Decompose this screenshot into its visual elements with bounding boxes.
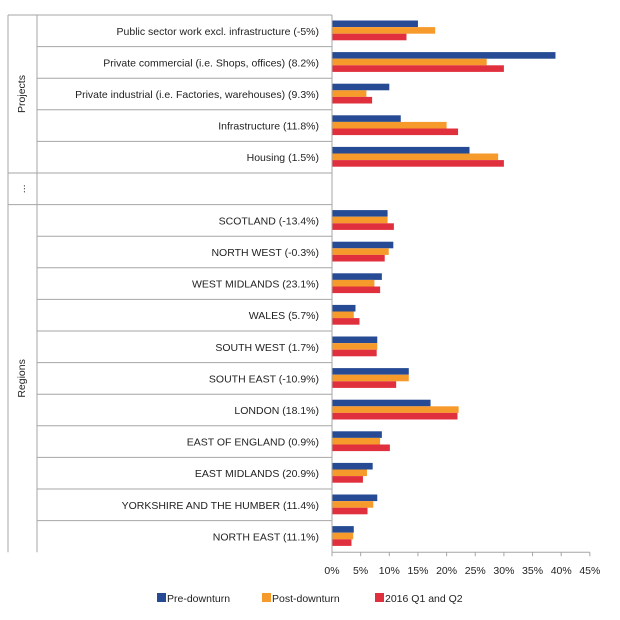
- category-label: YORKSHIRE AND THE HUMBER (11.4%): [122, 500, 319, 512]
- category-label: WALES (5.7%): [249, 310, 319, 322]
- bar: [332, 128, 459, 136]
- legend-swatch: [157, 593, 166, 602]
- bar: [332, 241, 394, 249]
- bar: [332, 279, 375, 287]
- x-tick-label: 15%: [407, 565, 428, 577]
- bar: [332, 210, 388, 217]
- bar: [332, 336, 378, 344]
- bar: [332, 254, 385, 262]
- bar: [332, 343, 378, 350]
- bar: [332, 526, 354, 533]
- bar: [332, 146, 470, 154]
- group-label: Projects: [16, 75, 28, 113]
- bar: [332, 52, 556, 59]
- legend-label: Pre-downturn: [167, 593, 230, 605]
- category-label: Public sector work excl. infrastructure …: [117, 26, 319, 38]
- x-tick-label: 35%: [522, 565, 543, 577]
- group-label: Regions: [16, 359, 28, 398]
- bar: [332, 374, 409, 382]
- bar: [332, 115, 401, 122]
- bar: [332, 494, 378, 502]
- bar: [332, 160, 504, 167]
- bar: [332, 501, 374, 508]
- bar: [332, 539, 352, 546]
- category-label: WEST MIDLANDS (23.1%): [192, 279, 319, 291]
- x-tick-label: 20%: [436, 565, 457, 577]
- bar: [332, 65, 504, 72]
- bar: [332, 437, 381, 445]
- x-tick-label: 10%: [379, 565, 400, 577]
- legend-swatch: [262, 593, 271, 602]
- category-label: NORTH WEST (-0.3%): [211, 247, 319, 259]
- x-tick-label: 30%: [493, 565, 514, 577]
- bar: [332, 121, 447, 129]
- x-tick-label: 40%: [551, 565, 572, 577]
- x-tick-label: 25%: [465, 565, 486, 577]
- group-label: ...: [16, 184, 28, 193]
- category-label: SOUTH WEST (1.7%): [215, 342, 319, 354]
- category-label: SCOTLAND (-13.4%): [219, 215, 319, 227]
- category-label: EAST MIDLANDS (20.9%): [195, 468, 319, 480]
- bar: [332, 381, 397, 388]
- bar: [332, 349, 377, 357]
- bar: [332, 216, 388, 224]
- bar: [332, 311, 354, 319]
- bar: [332, 96, 373, 104]
- category-label: Infrastructure (11.8%): [218, 121, 319, 133]
- bar: [332, 33, 407, 41]
- bar: [332, 58, 487, 66]
- bar: [332, 476, 363, 483]
- bar: [332, 90, 367, 97]
- category-label: Private industrial (i.e. Factories, ware…: [75, 89, 319, 101]
- legend-label: 2016 Q1 and Q2: [385, 593, 463, 605]
- x-tick-label: 45%: [579, 565, 600, 577]
- bar: [332, 462, 373, 470]
- category-label: EAST OF ENGLAND (0.9%): [187, 437, 319, 449]
- bar: [332, 399, 431, 407]
- bar: [332, 27, 436, 34]
- bar: [332, 368, 409, 375]
- bar: [332, 304, 356, 312]
- bar: [332, 83, 390, 91]
- x-tick-label: 0%: [324, 565, 339, 577]
- bar: [332, 286, 381, 294]
- bar: [332, 20, 418, 28]
- bar: [332, 532, 354, 540]
- x-tick-label: 5%: [353, 565, 368, 577]
- category-label: LONDON (18.1%): [234, 405, 319, 417]
- category-label: SOUTH EAST (-10.9%): [209, 373, 319, 385]
- legend-swatch: [375, 593, 384, 602]
- bar: [332, 412, 458, 420]
- category-label: Private commercial (i.e. Shops, offices)…: [103, 57, 319, 69]
- bar: [332, 318, 360, 325]
- bar: [332, 469, 367, 477]
- legend-label: Post-downturn: [272, 593, 340, 605]
- bar: [332, 444, 390, 452]
- bar: [332, 507, 368, 515]
- bar: [332, 248, 389, 255]
- bar: [332, 223, 394, 230]
- bar: [332, 273, 382, 280]
- category-label: Housing (1.5%): [247, 152, 319, 164]
- bar: [332, 406, 459, 413]
- bar: [332, 153, 499, 161]
- category-label: NORTH EAST (11.1%): [213, 531, 319, 543]
- bar: [332, 431, 382, 438]
